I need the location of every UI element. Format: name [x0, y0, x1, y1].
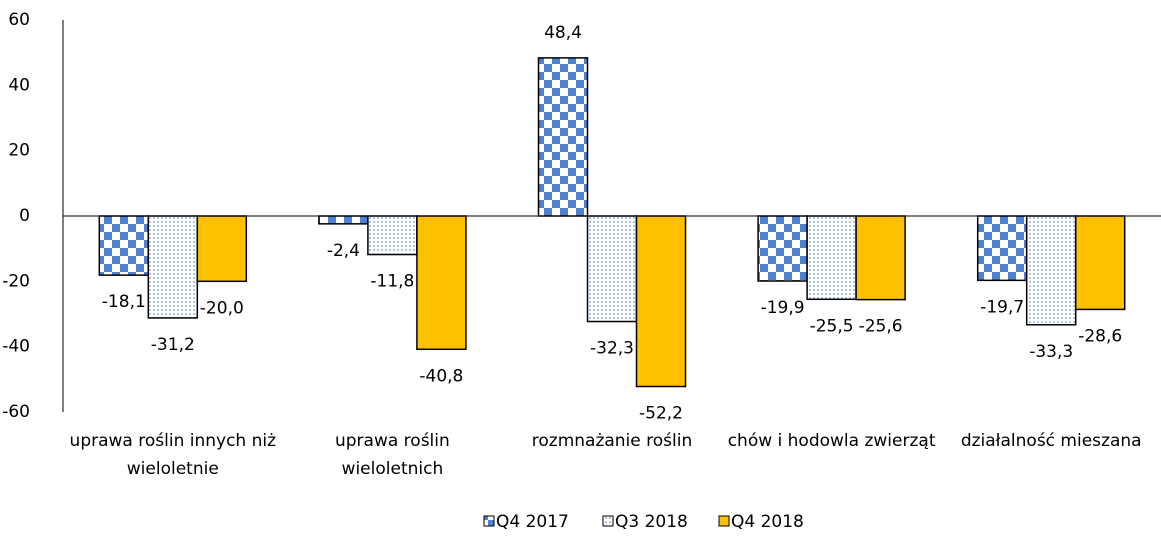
bar — [147, 215, 199, 319]
bar — [757, 215, 808, 282]
bar — [1074, 215, 1126, 311]
data-label: -40,8 — [419, 366, 463, 386]
legend-swatch — [718, 515, 730, 527]
x-tick-label: uprawa roślin innych niż wieloletnie — [69, 431, 277, 479]
bar — [196, 215, 248, 283]
data-label: -25,6 — [859, 317, 903, 337]
data-label: 48,4 — [544, 23, 582, 43]
bar — [586, 215, 638, 323]
legend-label: Q4 2017 — [496, 512, 569, 532]
data-label: -20,0 — [200, 298, 244, 318]
bar — [537, 57, 589, 217]
x-tick-label: rozmnażanie roślin — [531, 431, 693, 451]
data-label: -25,5 — [810, 316, 854, 336]
bar — [635, 215, 687, 388]
data-label: -33,3 — [1029, 342, 1073, 362]
legend-label: Q3 2018 — [615, 512, 688, 532]
bar — [1025, 215, 1077, 326]
bar — [855, 215, 906, 301]
legend-swatch — [602, 515, 614, 527]
bar — [806, 215, 857, 301]
data-label: -52,2 — [639, 404, 683, 424]
bar — [318, 215, 369, 225]
x-tick-label: działalność mieszana — [960, 431, 1142, 451]
y-tick-label: 20 — [8, 141, 30, 161]
y-tick-label: -40 — [2, 337, 30, 357]
data-label: -32,3 — [590, 339, 634, 359]
data-label: -28,6 — [1078, 326, 1122, 346]
bar — [976, 215, 1028, 282]
bar — [98, 215, 150, 276]
data-label: -11,8 — [370, 272, 414, 292]
y-tick-label: -60 — [2, 402, 30, 422]
x-tick-label: uprawa roślin wieloletnich — [334, 431, 450, 479]
y-tick-label: 0 — [19, 206, 30, 226]
data-label: -19,9 — [761, 298, 805, 318]
bar — [416, 215, 467, 351]
bar — [367, 215, 418, 256]
legend-label: Q4 2018 — [731, 512, 804, 532]
data-label: -2,4 — [327, 241, 360, 261]
x-tick-label: chów i hodowla zwierząt — [727, 431, 936, 451]
y-tick-label: 60 — [8, 10, 30, 30]
data-label: -18,1 — [102, 292, 146, 312]
y-tick-label: -20 — [2, 271, 30, 291]
data-label: -19,7 — [980, 297, 1024, 317]
legend-swatch — [483, 515, 495, 527]
data-label: -31,2 — [151, 335, 195, 355]
y-tick-label: 40 — [8, 75, 30, 95]
